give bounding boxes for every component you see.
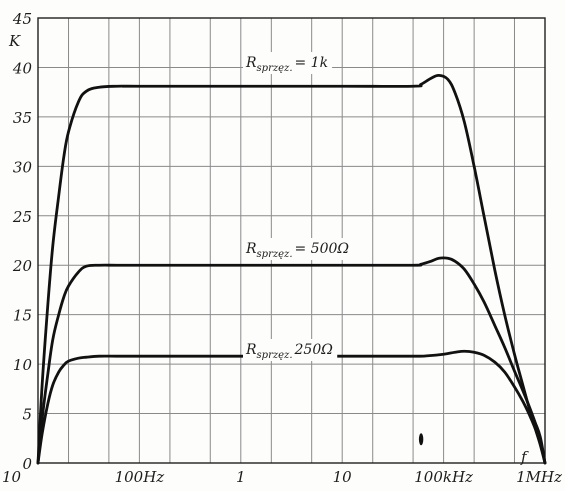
tick-labels: 0 5 10 15 20 25 30 35 40 45 10 100Hz 1 10 100kHz 1MHz: [2, 10, 562, 486]
x-tick-label: 1: [236, 468, 246, 486]
y-axis-label: K: [8, 32, 21, 50]
y-tick-label: 45: [12, 10, 32, 28]
series-curve-3: [36, 349, 547, 465]
y-tick-label: 25: [12, 208, 32, 226]
series-label-2: Rsprzęz. = 500Ω: [243, 238, 354, 260]
series-label-1: Rsprzęz. = 1k: [243, 52, 333, 74]
x-tick-label: 10: [2, 468, 22, 486]
series-label-background: [243, 52, 333, 74]
series-label-background: [243, 339, 338, 361]
series-label-background: [243, 238, 354, 260]
ink-mark: [418, 433, 424, 446]
x-tick-label: 100kHz: [414, 468, 473, 486]
y-tick-label: 15: [13, 307, 32, 325]
series-label-text: Rsprzęz. 250Ω: [245, 342, 333, 361]
x-tick-label: 100Hz: [115, 468, 165, 486]
y-tick-label: 20: [12, 257, 33, 275]
series-label-text: Rsprzęz. = 500Ω: [245, 241, 349, 260]
y-tick-label: 40: [12, 59, 33, 77]
curves: [36, 73, 547, 465]
y-tick-label: 35: [13, 109, 32, 127]
x-axis-label: f: [520, 448, 529, 466]
mark-layer: [418, 433, 424, 446]
series-label-3: Rsprzęz. 250Ω: [243, 339, 338, 361]
series-labels: Rsprzęz. = 1k Rsprzęz. = 500Ω Rsprzęz. 250Ω: [243, 52, 354, 361]
x-tick-label: 10: [333, 468, 353, 486]
plot-frame: [37, 17, 546, 464]
series-label-text: Rsprzęz. = 1k: [245, 55, 328, 74]
series-curve-2: [36, 256, 547, 465]
series-curve-1: [36, 73, 547, 465]
x-tick-label: 1MHz: [516, 468, 562, 486]
y-tick-label: 5: [22, 406, 32, 424]
y-tick-label: 0: [22, 455, 32, 473]
y-tick-label: 30: [13, 158, 33, 176]
y-tick-label: 10: [13, 356, 33, 374]
